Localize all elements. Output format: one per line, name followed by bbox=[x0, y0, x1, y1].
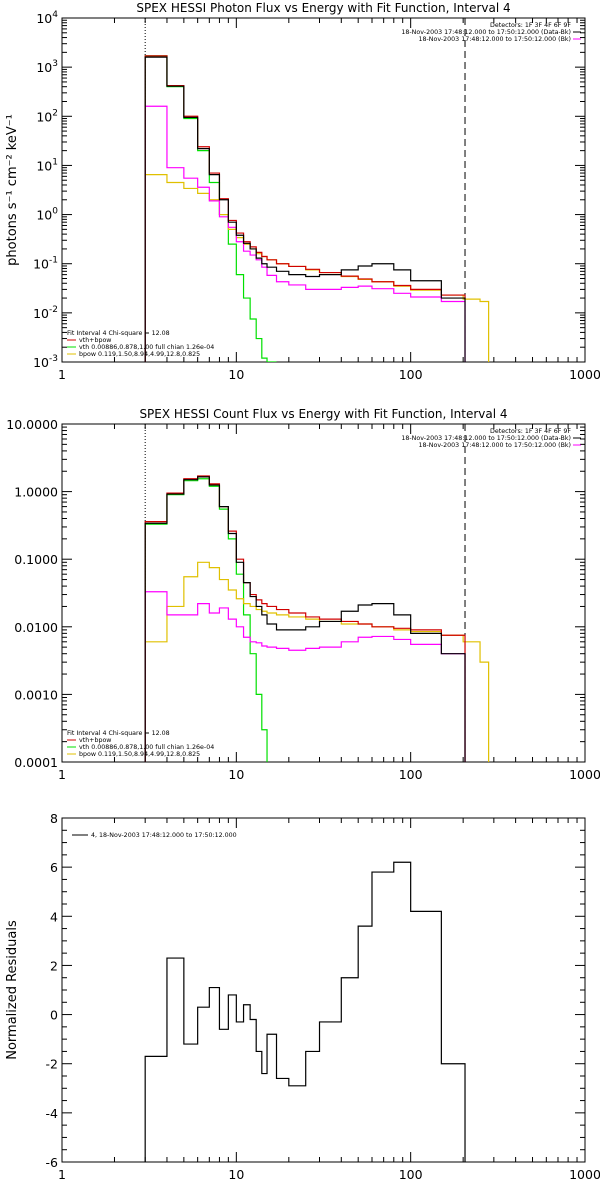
y-tick-label: 0.0010 bbox=[14, 687, 58, 702]
y-tick-label: 4 bbox=[50, 909, 58, 924]
x-tick-label: 1 bbox=[58, 1167, 66, 1182]
count-flux-panel: SPEX HESSI Count Flux vs Energy with Fit… bbox=[6, 407, 600, 782]
y-tick-label: 100 bbox=[36, 207, 58, 223]
series-bk-line bbox=[144, 105, 466, 362]
legend-bottomleft-line: bpow 0.119,1.50,8.94,4.99,12.8,0.825 bbox=[79, 751, 200, 758]
y-tick-label: 10.0000 bbox=[6, 417, 58, 432]
y-tick-label: 102 bbox=[36, 108, 58, 124]
x-tick-label: 100 bbox=[399, 1167, 423, 1182]
legend-topright-line: 18-Nov-2003 17:48:12.000 to 17:50:12.000… bbox=[401, 435, 571, 442]
y-tick-label: 0.0001 bbox=[14, 755, 58, 770]
x-tick-label: 10 bbox=[228, 767, 244, 782]
series-total-line bbox=[144, 56, 466, 362]
residuals-panel: 1 10 100 1000 -6 -4 -2 0 2 4 6 8 Normalized Residual… bbox=[5, 811, 600, 1182]
y-tick-label: 101 bbox=[36, 157, 58, 173]
x-tick-label: 100 bbox=[399, 767, 423, 782]
series-total-line bbox=[144, 861, 466, 1162]
y-tick-label: 103 bbox=[36, 59, 58, 75]
y-axis-label: photons s⁻¹ cm⁻² keV⁻¹ bbox=[5, 114, 20, 266]
y-tick-label: -6 bbox=[46, 1155, 59, 1170]
y-tick-label: 0.0100 bbox=[14, 620, 58, 635]
series-sum-line bbox=[144, 55, 466, 362]
legend-bottomleft-line: vth 0.00886,0.878,1.00 full chian 1.26e-… bbox=[79, 344, 214, 351]
photon-flux-panel: SPEX HESSI Photon Flux vs Energy with Fi… bbox=[5, 1, 600, 382]
legend-topright-line: 18-Nov-2003 17:48:12.000 to 17:50:12.000… bbox=[418, 36, 571, 43]
chart-title: SPEX HESSI Photon Flux vs Energy with Fi… bbox=[136, 1, 510, 15]
legend-topright-line: Detectors: 1F 3F 4F 6F 9F bbox=[490, 428, 571, 435]
y-tick-label: 10-1 bbox=[33, 256, 58, 272]
legend-topleft-line: 4, 18-Nov-2003 17:48:12.000 to 17:50:12.… bbox=[91, 832, 237, 839]
series-group bbox=[144, 55, 490, 362]
x-tick-label: 1000 bbox=[569, 1167, 600, 1182]
x-tick-label: 1 bbox=[58, 367, 66, 382]
legend-topright-line: 18-Nov-2003 17:48:12.000 to 17:50:12.000… bbox=[418, 442, 571, 449]
y-tick-label: -2 bbox=[46, 1057, 58, 1072]
y-tick-label: 2 bbox=[50, 958, 58, 973]
y-tick-label: 10-3 bbox=[33, 354, 58, 370]
y-tick-label: 8 bbox=[50, 811, 58, 826]
y-axis-label: Normalized Residuals bbox=[5, 920, 20, 1060]
x-tick-label: 1000 bbox=[569, 367, 600, 382]
series-group bbox=[144, 475, 490, 762]
series-group bbox=[144, 861, 466, 1162]
x-tick-label: 100 bbox=[399, 367, 423, 382]
series-total-line bbox=[144, 476, 466, 762]
y-tick-label: -4 bbox=[46, 1106, 59, 1121]
chart-title: SPEX HESSI Count Flux vs Energy with Fit… bbox=[139, 407, 507, 421]
legend-bottomleft-line: Fit Interval 4 Chi-square = 12.08 bbox=[67, 330, 170, 337]
x-tick-label: 1000 bbox=[569, 767, 600, 782]
x-tick-label: 10 bbox=[228, 1167, 244, 1182]
series-sum-line bbox=[144, 475, 466, 762]
legend-bottomleft-line: vth 0.00886,0.878,1.00 full chian 1.26e-… bbox=[79, 744, 214, 751]
y-tick-label: 0.1000 bbox=[14, 552, 58, 567]
legend-bottomleft-line: bpow 0.119,1.50,8.94,4.99,12.8,0.825 bbox=[79, 351, 200, 358]
plot-frame bbox=[61, 423, 586, 763]
y-tick-label: 104 bbox=[36, 10, 58, 26]
legend-bottomleft-line: Fit Interval 4 Chi-square = 12.08 bbox=[67, 730, 170, 737]
y-tick-label: 1.0000 bbox=[14, 485, 58, 500]
y-tick-label: 0 bbox=[50, 1008, 58, 1023]
x-tick-label: 10 bbox=[228, 367, 244, 382]
y-tick-label: 6 bbox=[50, 860, 58, 875]
legend-bottomleft-line: vth+bpow bbox=[79, 737, 111, 744]
legend-topright-line: Detectors: 1F 3F 4F 6F 9F bbox=[490, 22, 571, 29]
series-bk-line bbox=[144, 591, 466, 762]
legend-topright-line: 18-Nov-2003 17:48:12.000 to 17:50:12.000… bbox=[401, 29, 571, 36]
legend-bottomleft-line: vth+bpow bbox=[79, 337, 111, 344]
plot-frame bbox=[61, 17, 586, 363]
x-tick-label: 1 bbox=[58, 767, 66, 782]
y-tick-label: 10-2 bbox=[33, 305, 58, 321]
